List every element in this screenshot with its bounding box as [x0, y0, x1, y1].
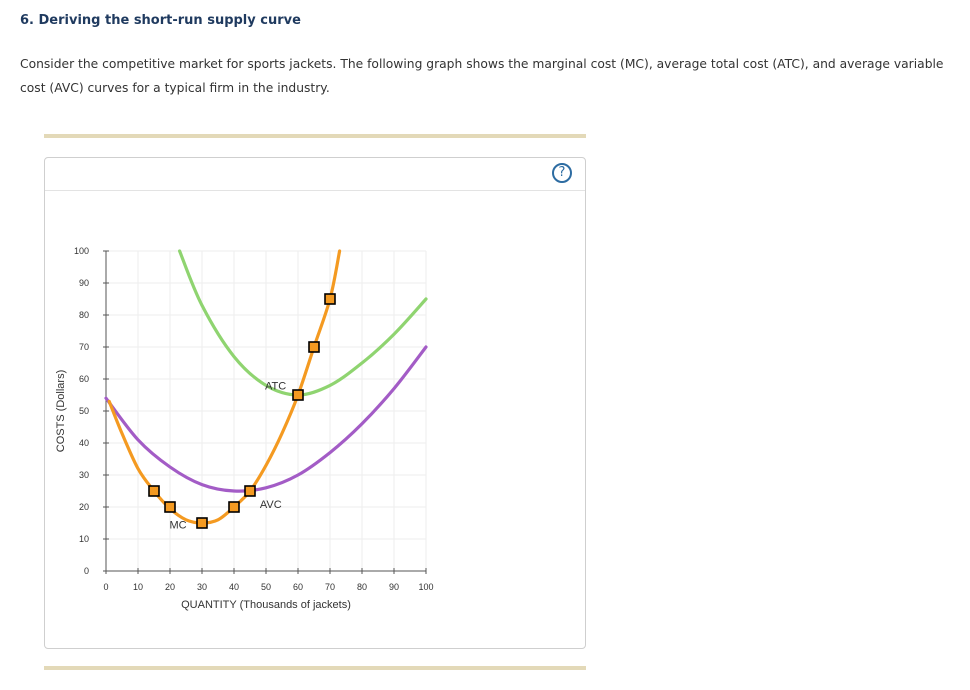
- data-point-marker: [292, 389, 304, 401]
- help-question-icon[interactable]: ?: [552, 163, 572, 183]
- data-point-marker: [244, 485, 256, 497]
- y-axis-title: COSTS (Dollars): [55, 370, 67, 453]
- question-text: Consider the competitive market for spor…: [20, 57, 944, 95]
- y-tick-label: 0: [84, 566, 89, 576]
- x-tick-label: 50: [261, 582, 271, 592]
- data-point-marker: [164, 501, 176, 513]
- y-tick-label: 20: [79, 502, 89, 512]
- x-tick-label: 100: [418, 582, 433, 592]
- data-point-marker: [148, 485, 160, 497]
- x-tick-label: 80: [357, 582, 367, 592]
- x-tick-label: 40: [229, 582, 239, 592]
- x-tick-label: 10: [133, 582, 143, 592]
- question-title: 6. Deriving the short-run supply curve: [20, 13, 301, 28]
- y-tick-label: 10: [79, 534, 89, 544]
- top-divider: [44, 134, 586, 138]
- x-tick-label: 70: [325, 582, 335, 592]
- graph-toolbar: ?: [45, 158, 585, 191]
- x-tick-label: 20: [165, 582, 175, 592]
- y-tick-label: 50: [79, 406, 89, 416]
- x-tick-label: 90: [389, 582, 399, 592]
- curve-label-atc: ATC: [265, 380, 286, 392]
- x-tick-label: 30: [197, 582, 207, 592]
- x-tick-label: 0: [103, 582, 108, 592]
- x-axis-title: QUANTITY (Thousands of jackets): [181, 599, 351, 611]
- y-tick-label: 100: [74, 246, 89, 256]
- y-tick-label: 40: [79, 438, 89, 448]
- data-point-marker: [228, 501, 240, 513]
- data-point-marker: [308, 341, 320, 353]
- curve-label-mc: MC: [169, 520, 186, 532]
- cost-curves-chart: 0 10 20 30 40 50 60 70 80 90 100 0 10 20 30 40 50 60 70 80 9…: [55, 246, 434, 611]
- y-tick-label: 60: [79, 374, 89, 384]
- curve-atc: [178, 249, 428, 397]
- curve-label-avc: AVC: [260, 499, 282, 511]
- y-tick-label: 90: [79, 278, 89, 288]
- curve-mc: [107, 249, 342, 525]
- y-tick-label: 70: [79, 342, 89, 352]
- data-point-marker: [196, 517, 208, 529]
- graph-panel: ? 0 10 20 30 40 50 60 70 80 90 100 0 10 20 30 40 50 60 70 8…: [44, 157, 586, 649]
- x-tick-label: 60: [293, 582, 303, 592]
- y-tick-label: 80: [79, 310, 89, 320]
- curve-avc: [104, 345, 428, 493]
- y-tick-label: 30: [79, 470, 89, 480]
- bottom-divider: [44, 666, 586, 670]
- data-point-marker: [324, 293, 336, 305]
